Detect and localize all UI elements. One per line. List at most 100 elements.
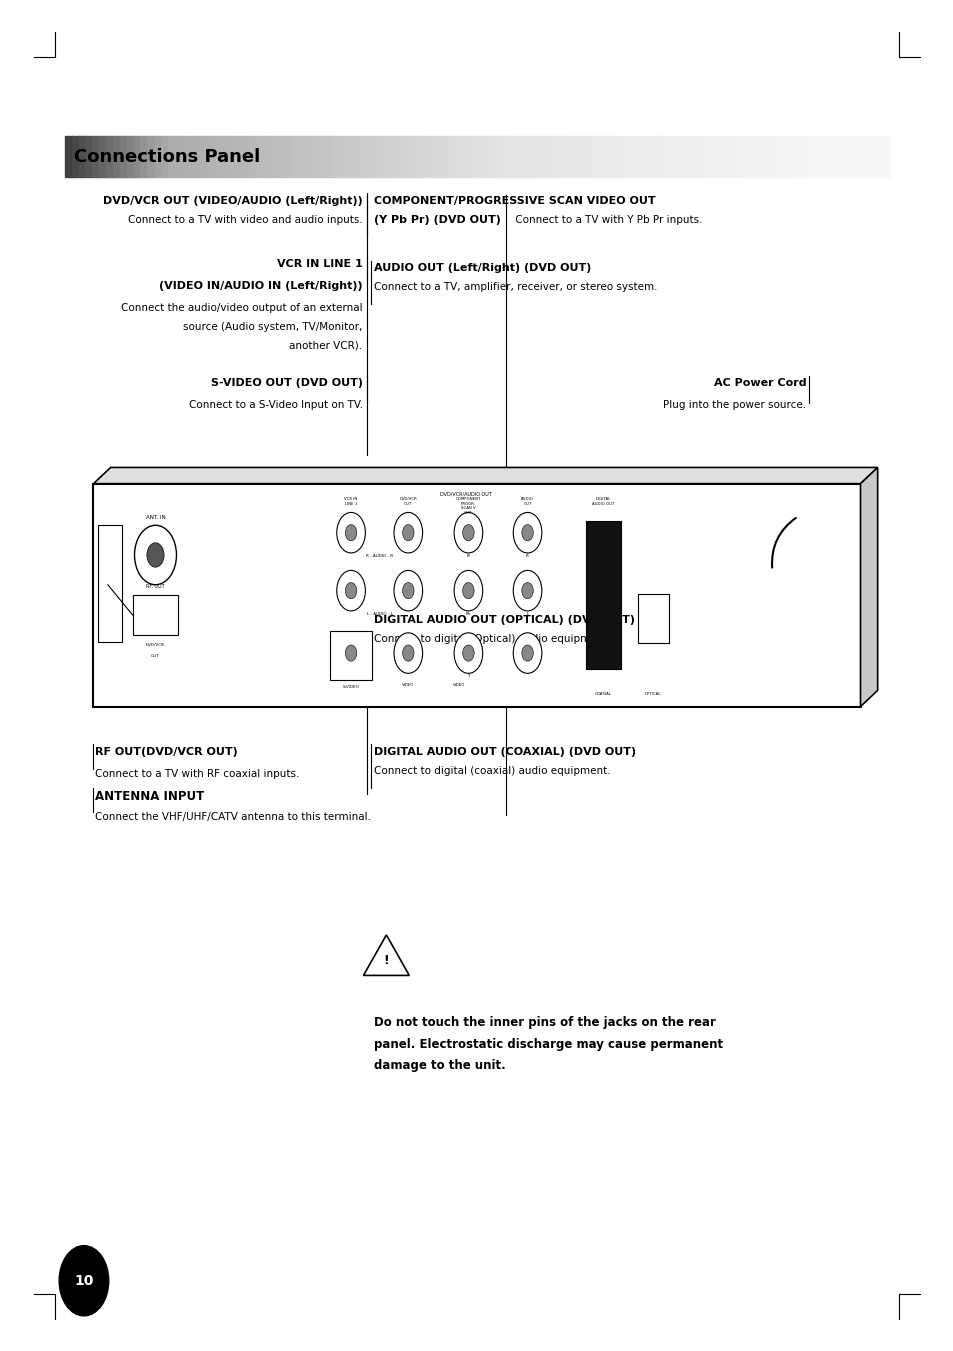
Circle shape xyxy=(513,512,541,553)
Text: Connect to a TV, amplifier, receiver, or stereo system.: Connect to a TV, amplifier, receiver, or… xyxy=(374,282,657,292)
Bar xyxy=(779,136,786,177)
Text: L - AUDIO - L: L - AUDIO - L xyxy=(366,612,393,616)
Bar xyxy=(360,136,368,177)
Bar xyxy=(614,136,621,177)
Bar xyxy=(353,136,361,177)
Text: COMPONENT
PROGR.
SCAN V
OUT: COMPONENT PROGR. SCAN V OUT xyxy=(456,497,480,515)
Bar xyxy=(456,136,464,177)
Circle shape xyxy=(521,644,533,661)
Bar xyxy=(566,136,574,177)
Circle shape xyxy=(336,570,365,611)
Bar xyxy=(772,136,780,177)
Circle shape xyxy=(336,632,365,673)
Bar xyxy=(415,136,422,177)
Bar xyxy=(106,136,113,177)
Bar xyxy=(875,136,882,177)
Bar xyxy=(250,136,258,177)
Bar xyxy=(236,136,244,177)
Bar xyxy=(524,136,533,177)
Bar xyxy=(517,136,525,177)
Bar xyxy=(223,136,231,177)
Bar xyxy=(593,136,601,177)
Bar xyxy=(127,136,134,177)
Bar xyxy=(607,136,615,177)
Circle shape xyxy=(513,632,541,673)
Text: R: R xyxy=(525,554,529,558)
Text: DVD/VCR OUT (VIDEO/AUDIO (Left/Right)): DVD/VCR OUT (VIDEO/AUDIO (Left/Right)) xyxy=(103,196,362,205)
Bar xyxy=(490,136,498,177)
Text: DVD/VCR/AUDIO OUT: DVD/VCR/AUDIO OUT xyxy=(439,492,491,497)
Circle shape xyxy=(521,524,533,540)
Circle shape xyxy=(454,632,482,673)
Bar xyxy=(429,136,436,177)
Circle shape xyxy=(134,526,176,585)
Bar xyxy=(98,526,122,642)
Circle shape xyxy=(336,512,365,553)
Bar xyxy=(133,136,141,177)
Bar xyxy=(841,136,848,177)
Text: COMPONENT/PROGRESSIVE SCAN VIDEO OUT: COMPONENT/PROGRESSIVE SCAN VIDEO OUT xyxy=(374,196,655,205)
Bar xyxy=(230,136,237,177)
Bar xyxy=(669,136,677,177)
Bar xyxy=(120,136,128,177)
Bar xyxy=(132,594,178,635)
Bar xyxy=(333,136,340,177)
Bar xyxy=(421,136,430,177)
Bar xyxy=(806,136,814,177)
Text: Pb: Pb xyxy=(465,612,471,616)
Bar xyxy=(292,136,299,177)
Text: COAXIAL: COAXIAL xyxy=(595,692,612,696)
Text: OUT: OUT xyxy=(151,654,160,658)
Bar xyxy=(209,136,216,177)
Bar xyxy=(620,136,628,177)
Text: AC Power Cord: AC Power Cord xyxy=(713,378,805,388)
Bar xyxy=(202,136,210,177)
Bar xyxy=(586,521,620,670)
Text: Connect to a TV with video and audio inputs.: Connect to a TV with video and audio inp… xyxy=(128,215,362,224)
Text: AUDIO OUT (Left/Right) (DVD OUT): AUDIO OUT (Left/Right) (DVD OUT) xyxy=(374,263,591,273)
Bar xyxy=(71,136,79,177)
Text: another VCR).: another VCR). xyxy=(289,340,362,350)
Bar xyxy=(284,136,293,177)
Bar xyxy=(638,594,668,643)
Text: OPTICAL: OPTICAL xyxy=(644,692,661,696)
Bar xyxy=(799,136,807,177)
Bar xyxy=(764,136,773,177)
Bar xyxy=(882,136,889,177)
Text: Connect the audio/video output of an external: Connect the audio/video output of an ext… xyxy=(121,303,362,312)
Bar xyxy=(271,136,278,177)
Bar xyxy=(195,136,203,177)
Bar xyxy=(847,136,855,177)
Circle shape xyxy=(402,582,414,598)
Circle shape xyxy=(402,644,414,661)
Bar xyxy=(298,136,306,177)
Text: Connect to a S-Video Input on TV.: Connect to a S-Video Input on TV. xyxy=(189,400,362,409)
Bar xyxy=(215,136,224,177)
Bar xyxy=(387,136,395,177)
Circle shape xyxy=(462,644,474,661)
Bar xyxy=(65,136,72,177)
Bar xyxy=(689,136,697,177)
Bar xyxy=(93,484,860,707)
Bar xyxy=(710,136,718,177)
Text: (Y Pb Pr) (DVD OUT): (Y Pb Pr) (DVD OUT) xyxy=(374,215,500,224)
Circle shape xyxy=(521,582,533,598)
Bar xyxy=(655,136,662,177)
Bar xyxy=(586,136,594,177)
Bar xyxy=(813,136,821,177)
Bar xyxy=(758,136,765,177)
Circle shape xyxy=(454,512,482,553)
Polygon shape xyxy=(860,467,877,707)
Bar xyxy=(112,136,121,177)
Text: Connect the VHF/UHF/CATV antenna to this terminal.: Connect the VHF/UHF/CATV antenna to this… xyxy=(95,812,371,821)
Text: ANT. IN: ANT. IN xyxy=(146,515,165,520)
Bar xyxy=(318,136,327,177)
Text: S-VIDEO OUT (DVD OUT): S-VIDEO OUT (DVD OUT) xyxy=(211,378,362,388)
Text: source (Audio system, TV/Monitor,: source (Audio system, TV/Monitor, xyxy=(183,322,362,331)
Bar xyxy=(635,136,642,177)
Bar xyxy=(483,136,491,177)
Bar xyxy=(676,136,683,177)
Text: Y: Y xyxy=(467,674,469,678)
Circle shape xyxy=(513,570,541,611)
Bar xyxy=(339,136,347,177)
